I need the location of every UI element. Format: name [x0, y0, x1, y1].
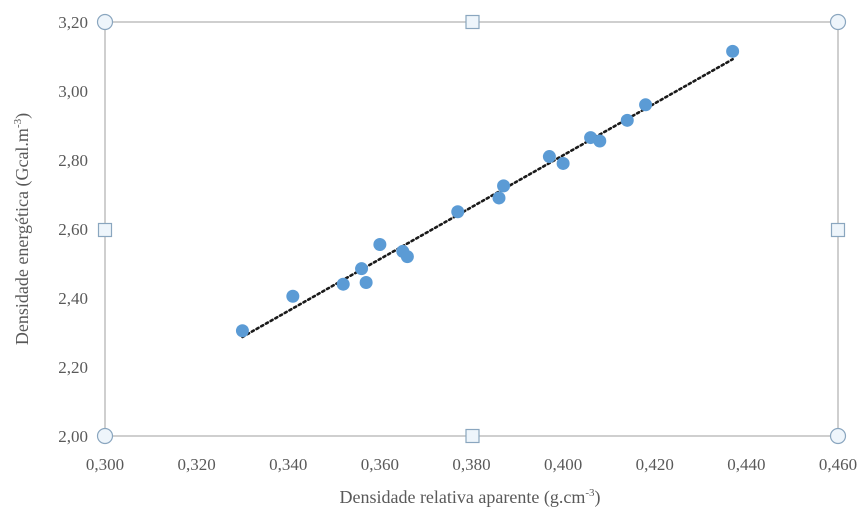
edge-resize-handle[interactable] — [465, 428, 480, 444]
data-point — [373, 238, 387, 252]
corner-resize-handle[interactable] — [829, 13, 847, 31]
data-point — [620, 113, 634, 127]
corner-resize-handle[interactable] — [96, 427, 114, 445]
data-point — [336, 277, 350, 291]
trendline — [241, 57, 734, 339]
data-point — [726, 44, 740, 58]
data-point — [542, 150, 556, 164]
data-point — [286, 289, 300, 303]
edge-resize-handle[interactable] — [830, 222, 846, 238]
edge-resize-handle[interactable] — [97, 222, 113, 238]
y-tick-label: 3,00 — [58, 82, 88, 101]
x-tick-label: 0,460 — [819, 455, 857, 474]
x-tick-label: 0,360 — [361, 455, 399, 474]
corner-resize-handle[interactable] — [96, 13, 114, 31]
x-tick-label: 0,300 — [86, 455, 124, 474]
data-points — [235, 44, 740, 338]
data-point — [451, 205, 465, 219]
y-tick-label: 2,60 — [58, 220, 88, 239]
y-axis-title: Densidade energética (Gcal.m-3) — [12, 113, 33, 345]
plot-border — [104, 21, 839, 437]
plot-frame — [104, 21, 839, 437]
y-tick-label: 2,80 — [58, 151, 88, 170]
data-point — [235, 324, 249, 338]
x-tick-label: 0,420 — [636, 455, 674, 474]
data-point — [497, 179, 511, 193]
selection-handles[interactable] — [96, 13, 847, 445]
data-point — [400, 250, 414, 264]
y-tick-labels: 2,00 2,20 2,40 2,60 2,80 3,00 3,20 — [58, 13, 88, 446]
trendline-layer — [241, 57, 734, 339]
corner-resize-handle[interactable] — [829, 427, 847, 445]
data-point — [359, 275, 373, 289]
y-tick-label: 2,20 — [58, 358, 88, 377]
x-tick-labels: 0,300 0,320 0,340 0,360 0,380 0,400 0,420 0,440… — [86, 455, 857, 474]
y-tick-label: 2,00 — [58, 427, 88, 446]
x-tick-label: 0,400 — [544, 455, 582, 474]
y-tick-label: 3,20 — [58, 13, 88, 32]
x-tick-label: 0,320 — [178, 455, 216, 474]
x-axis-title: Densidade relativa aparente (g.cm-3) — [339, 487, 600, 508]
data-point — [355, 262, 369, 276]
data-point — [639, 98, 653, 112]
data-point — [593, 134, 607, 148]
data-point — [492, 191, 506, 205]
edge-resize-handle[interactable] — [465, 14, 480, 30]
x-tick-label: 0,340 — [269, 455, 307, 474]
y-tick-label: 2,40 — [58, 289, 88, 308]
data-point — [556, 156, 570, 170]
x-tick-label: 0,380 — [452, 455, 490, 474]
x-tick-label: 0,440 — [727, 455, 765, 474]
